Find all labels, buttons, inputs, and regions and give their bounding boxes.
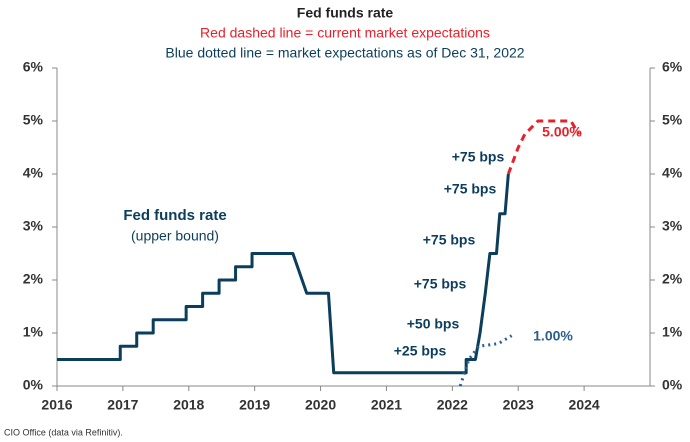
- x-tick-label: 2016: [41, 397, 72, 413]
- y2-tick-label: 1%: [662, 324, 683, 340]
- x-tick-label: 2018: [173, 397, 204, 413]
- y-tick-label: 3%: [23, 218, 44, 234]
- y-tick-label: 5%: [23, 112, 44, 128]
- chart-subtitle: Blue dotted line = market expectations a…: [165, 45, 524, 61]
- annotation: +75 bps: [423, 232, 476, 248]
- y2-tick-label: 5%: [662, 112, 683, 128]
- y2-tick-label: 3%: [662, 218, 683, 234]
- y2-tick-label: 0%: [662, 377, 683, 393]
- annotation: 5.00%: [542, 124, 582, 140]
- annotation: +75 bps: [452, 149, 505, 165]
- y-tick-label: 6%: [23, 59, 44, 75]
- x-tick-label: 2019: [239, 397, 270, 413]
- annotation: +50 bps: [407, 316, 460, 332]
- series-line: [458, 334, 513, 387]
- chart-subtitle: Red dashed line = current market expecta…: [200, 25, 490, 41]
- x-tick-label: 2023: [503, 397, 534, 413]
- y2-tick-label: 2%: [662, 271, 683, 287]
- annotation: +75 bps: [414, 276, 467, 292]
- annotation: +75 bps: [444, 181, 497, 197]
- annotation: Fed funds rate: [123, 207, 226, 224]
- x-tick-label: 2020: [305, 397, 336, 413]
- annotation: +25 bps: [394, 343, 447, 359]
- y-tick-label: 4%: [23, 165, 44, 181]
- x-tick-label: 2021: [371, 397, 402, 413]
- x-tick-label: 2024: [569, 397, 600, 413]
- y-tick-label: 2%: [23, 271, 44, 287]
- annotation: 1.00%: [533, 328, 573, 344]
- x-tick-label: 2017: [107, 397, 138, 413]
- series-line: [506, 119, 581, 175]
- y2-tick-label: 6%: [662, 59, 683, 75]
- y-tick-label: 1%: [23, 324, 44, 340]
- annotation: (upper bound): [131, 228, 219, 244]
- y-tick-label: 0%: [23, 377, 44, 393]
- chart-title: Fed funds rate: [297, 5, 394, 21]
- x-tick-label: 2022: [437, 397, 468, 413]
- source: CIO Office (data via Refinitiv).: [4, 427, 123, 437]
- series-line: [57, 173, 510, 375]
- y2-tick-label: 4%: [662, 165, 683, 181]
